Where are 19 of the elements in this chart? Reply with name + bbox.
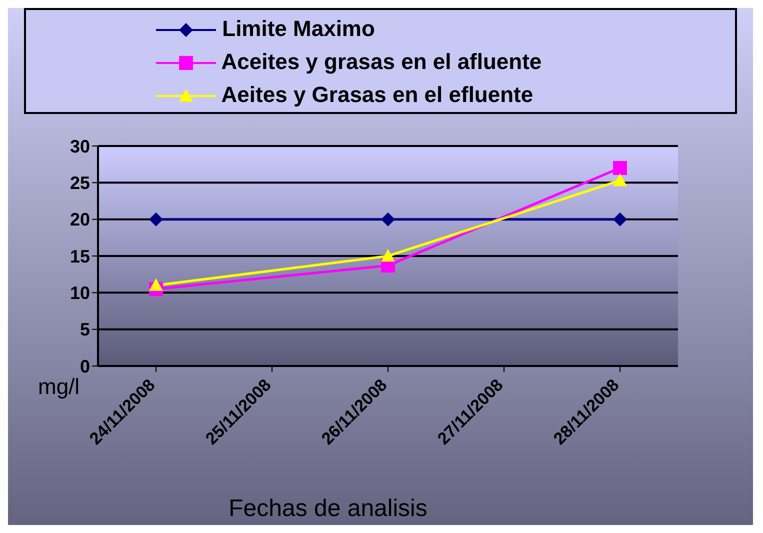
legend-label: Limite Maximo (222, 16, 375, 41)
legend-label: Aeites y Grasas en el efluente (221, 82, 534, 107)
point (381, 212, 395, 226)
y-tick-label: 15 (70, 246, 90, 266)
y-tick-label: 20 (70, 210, 90, 230)
x-axis-title: Fechas de analisis (228, 495, 428, 522)
y-tick-label: 25 (70, 173, 90, 194)
y-axis-title: mg/l (38, 374, 80, 399)
point (613, 173, 627, 186)
legend-label: Aceites y grasas en el afluente (221, 49, 542, 74)
point (613, 212, 627, 226)
point (149, 278, 163, 291)
point (149, 212, 163, 226)
point (613, 161, 627, 175)
y-tick-label: 0 (80, 356, 90, 376)
point (381, 249, 395, 262)
y-tick-label: 30 (70, 136, 90, 156)
y-tick-label: 5 (80, 320, 90, 340)
y-tick-label: 10 (70, 283, 90, 304)
